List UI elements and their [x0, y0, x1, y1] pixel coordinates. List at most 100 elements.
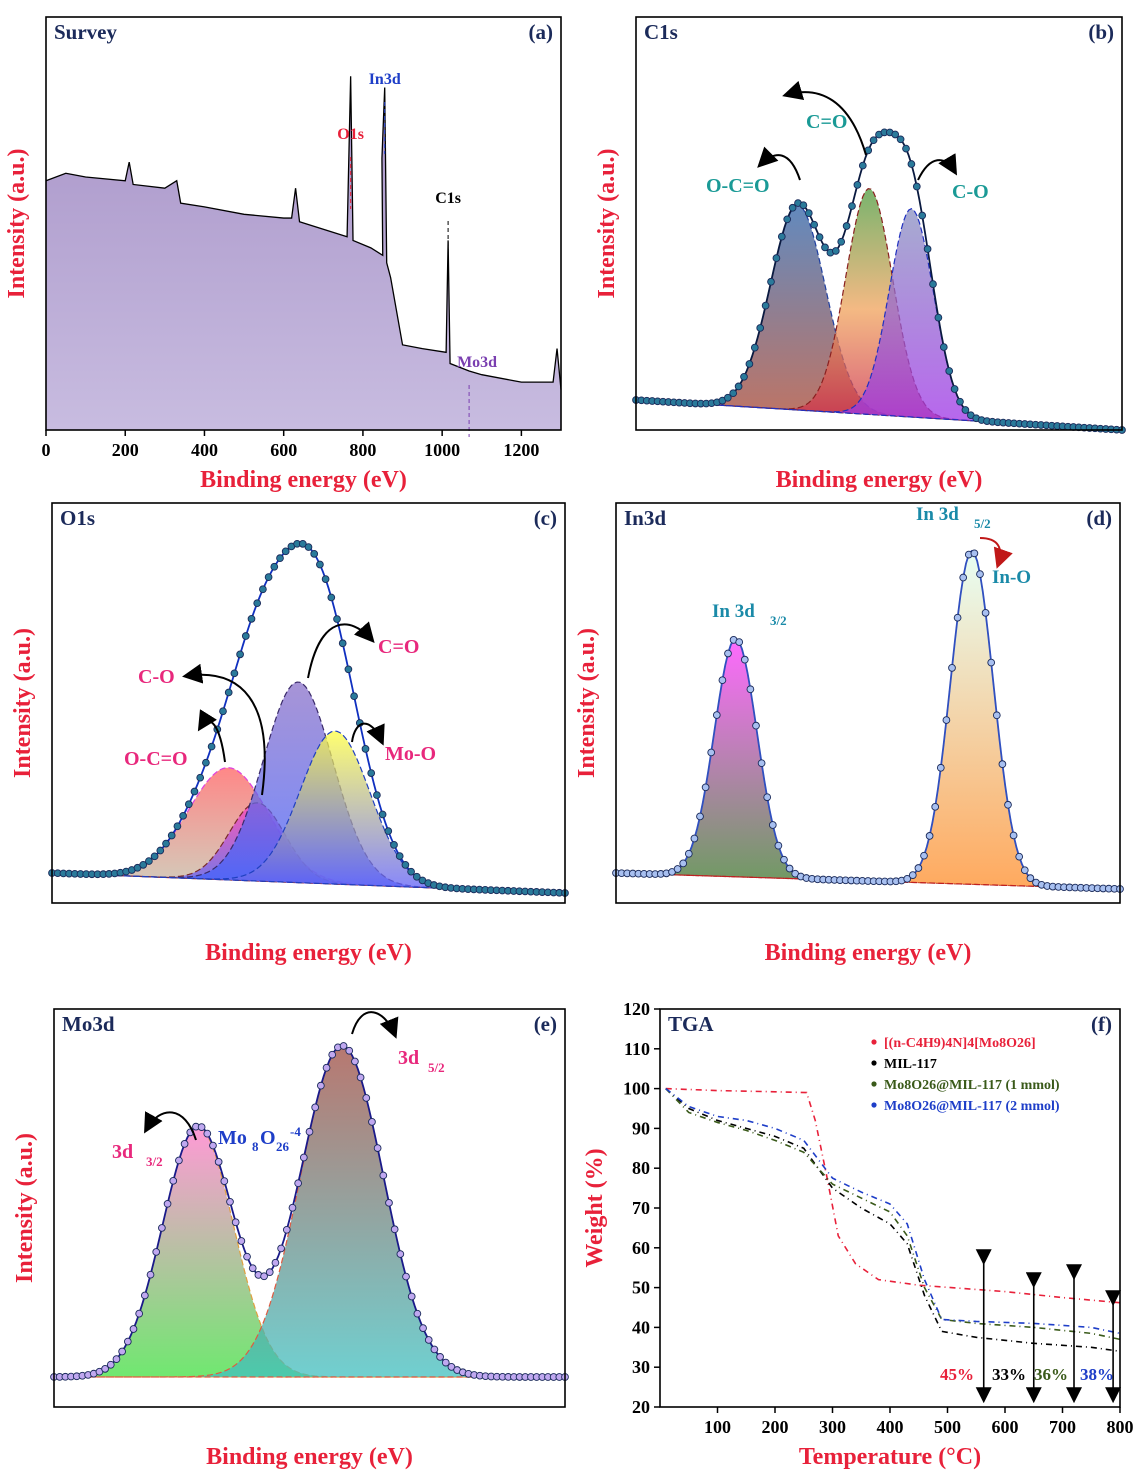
- data-point: [259, 585, 267, 594]
- data-point: [118, 1347, 126, 1356]
- panel-f-tga: 20 30 40 50 60 70 80 90 100 110 120 TGA (f) Temperatu…: [582, 999, 1134, 1470]
- arrow-icon: [197, 709, 226, 763]
- data-point: [858, 161, 867, 170]
- data-point: [248, 1264, 257, 1273]
- data-point: [152, 1248, 161, 1256]
- y-axis-label: Intensity (a.u.): [12, 1133, 38, 1283]
- data-point: [379, 1171, 388, 1180]
- legend-label: Mo8O26@MIL-117 (2 mmol): [884, 1099, 1060, 1114]
- data-point: [931, 802, 940, 811]
- data-point: [277, 1244, 285, 1253]
- peak-label: Mo: [218, 1127, 247, 1149]
- data-point: [746, 685, 755, 694]
- data-point: [333, 615, 341, 623]
- plot-frame: [635, 16, 1123, 431]
- x-tick-label: 700: [1049, 1417, 1076, 1437]
- arrow-icon: [917, 153, 958, 181]
- data-point: [992, 711, 1001, 720]
- data-point: [961, 406, 970, 414]
- data-point: [929, 280, 937, 288]
- data-point: [162, 839, 170, 848]
- x-axis-label: Binding energy (eV): [776, 467, 983, 493]
- data-point: [396, 1250, 405, 1258]
- data-point: [734, 382, 743, 391]
- x-tick-label: 400: [191, 440, 218, 460]
- panel-title: TGA: [668, 1012, 714, 1036]
- survey-line: [45, 76, 562, 390]
- legend-label: Mo8O26@MIL-117 (1 mmol): [884, 1078, 1060, 1093]
- data-point: [837, 237, 846, 246]
- x-axis-label: Binding energy (eV): [206, 1444, 413, 1470]
- tga-series-line: [665, 1087, 1121, 1335]
- x-tick-label: 200: [112, 440, 139, 460]
- data-point: [163, 1199, 172, 1208]
- data-point: [912, 182, 921, 191]
- data-point: [934, 313, 943, 322]
- data-point: [902, 144, 910, 153]
- data-point: [356, 1073, 365, 1082]
- data-point: [696, 812, 704, 821]
- data-point: [401, 861, 410, 869]
- data-point: [271, 1258, 280, 1267]
- x-tick-label: 400: [877, 1417, 904, 1437]
- data-point: [112, 1355, 121, 1363]
- data-point: [939, 343, 948, 351]
- y-tick-label: 120: [623, 999, 650, 1019]
- plot-frame: [53, 1008, 566, 1408]
- loss-label: 36%: [1034, 1365, 1068, 1384]
- data-point: [740, 372, 748, 381]
- data-point: [402, 1272, 410, 1281]
- data-point: [780, 855, 788, 864]
- tga-series-line: [665, 1087, 1121, 1304]
- data-point: [139, 861, 148, 869]
- data-point: [361, 745, 370, 753]
- data-point: [942, 716, 951, 724]
- data-point: [412, 872, 421, 881]
- peak-label: In 3d: [712, 601, 755, 622]
- data-point: [767, 277, 775, 286]
- peak-label-subscript: 26: [276, 1139, 290, 1154]
- data-point: [145, 857, 153, 865]
- data-point: [740, 655, 749, 664]
- data-point: [209, 1141, 217, 1150]
- data-point: [231, 1218, 240, 1227]
- data-point: [305, 1127, 314, 1136]
- data-point: [788, 203, 797, 212]
- peak-label: Mo-O: [385, 743, 436, 765]
- data-point: [276, 554, 284, 563]
- data-point: [243, 1252, 251, 1261]
- data-point: [264, 573, 273, 581]
- peak-label-subscript: 8: [252, 1139, 259, 1154]
- data-point: [311, 1103, 320, 1112]
- data-point: [896, 135, 905, 144]
- data-point: [294, 1179, 302, 1188]
- y-tick-label: 70: [632, 1198, 650, 1218]
- data-point: [351, 1057, 359, 1066]
- data-point: [848, 202, 856, 210]
- data-point: [395, 852, 404, 860]
- x-tick-label: 0: [42, 440, 51, 460]
- panel-tag: (a): [529, 20, 554, 44]
- data-point: [180, 1140, 189, 1148]
- data-point: [106, 1360, 115, 1369]
- data-point: [350, 692, 358, 701]
- data-point: [712, 711, 721, 719]
- peak-label-subscript: 3/2: [146, 1154, 163, 1169]
- y-tick-label: 30: [632, 1357, 650, 1377]
- data-point: [831, 247, 840, 255]
- peak-label: In3d: [369, 71, 401, 88]
- x-axis-label: Binding energy (eV): [205, 940, 412, 966]
- peak-label: O1s: [337, 126, 364, 143]
- data-point: [925, 832, 934, 840]
- peak-label: C=O: [806, 111, 847, 133]
- x-tick-label: 600: [992, 1417, 1019, 1437]
- panel-title: O1s: [60, 506, 95, 530]
- peak-label: C-O: [138, 666, 175, 688]
- y-axis-label: Intensity (a.u.): [10, 628, 36, 778]
- data-point: [390, 841, 398, 849]
- y-tick-label: 50: [632, 1278, 650, 1298]
- data-point: [338, 639, 347, 648]
- data-point: [282, 1225, 291, 1234]
- y-tick-label: 110: [624, 1039, 650, 1059]
- plot-frame: [51, 502, 566, 904]
